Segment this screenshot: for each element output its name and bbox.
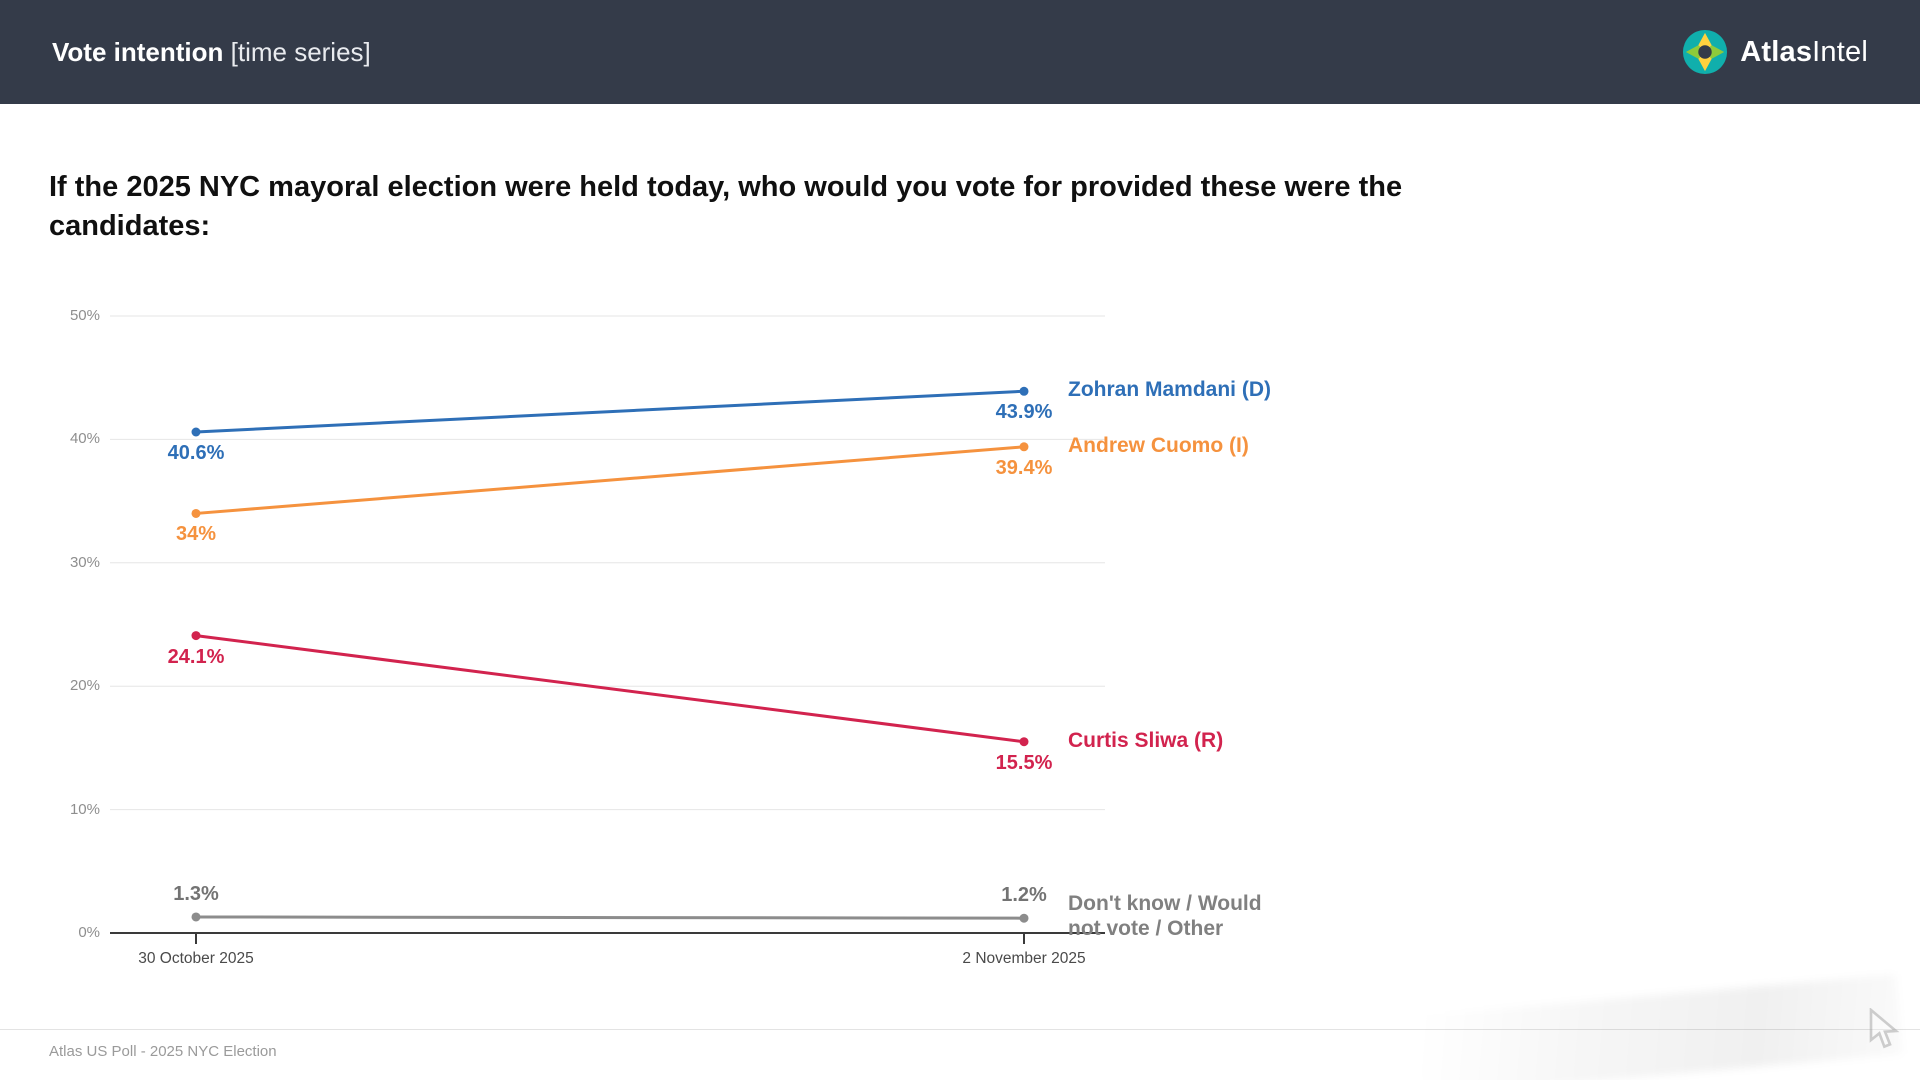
header-bar: Vote intention [time series] AtlasIntel	[0, 0, 1920, 104]
page-title-main: Vote intention	[52, 36, 224, 67]
footer-divider	[0, 1029, 1920, 1030]
y-axis-tick-label: 40%	[69, 430, 100, 448]
series-line-2	[195, 634, 1025, 744]
y-axis-tick-label: 30%	[69, 553, 100, 571]
series-point-1-0	[191, 508, 201, 518]
value-label: 15.5%	[995, 751, 1053, 774]
series-point-0-0	[191, 427, 201, 437]
page-title-suffix: [time series]	[230, 36, 371, 67]
x-axis-tick-label: 30 October 2025	[138, 950, 254, 967]
line-chart: 0% 10% 20% 30% 40% 50% 30 October 2025 2 Novemb…	[0, 240, 1920, 1020]
series-line-1	[195, 445, 1025, 515]
value-label: 43.9%	[995, 401, 1053, 424]
x-axis-tick-label: 2 November 2025	[962, 950, 1086, 967]
series-point-2-0	[191, 631, 201, 641]
value-label: 1.2%	[1001, 884, 1047, 907]
y-axis-tick-label: 0%	[78, 924, 100, 941]
footer-source: Atlas US Poll - 2025 NYC Election	[49, 1043, 277, 1060]
series-line-0	[195, 389, 1025, 434]
series-point-2-1	[1019, 737, 1029, 747]
y-axis-tick-label: 50%	[69, 307, 100, 324]
cursor-icon	[1869, 1008, 1900, 1049]
value-label: 1.3%	[173, 882, 219, 905]
series-name-label: Andrew Cuomo (I)	[1068, 433, 1249, 457]
brand: AtlasIntel	[1682, 29, 1868, 75]
value-label: 34%	[175, 523, 217, 546]
chart-canvas	[110, 315, 1105, 944]
series-point-1-1	[1019, 442, 1029, 452]
y-axis-tick-label: 10%	[69, 800, 100, 818]
series-line-3	[195, 915, 1025, 920]
brand-name-bold: Atlas	[1740, 35, 1813, 68]
series-name-label: Zohran Mamdani (D)	[1068, 378, 1271, 402]
value-label: 40.6%	[167, 441, 225, 464]
question-text: If the 2025 NYC mayoral election were he…	[49, 171, 1403, 243]
series-name-label: Don't know / Would not vote / Other	[1068, 892, 1262, 940]
brand-name: AtlasIntel	[1740, 36, 1868, 69]
series-point-3-1	[1019, 913, 1029, 923]
atlasintel-logo-icon	[1683, 29, 1728, 75]
series-point-0-1	[1019, 386, 1029, 396]
series-point-3-0	[191, 912, 201, 922]
series-name-label: Curtis Sliwa (R)	[1068, 728, 1224, 752]
page-title: Vote intention [time series]	[52, 37, 371, 68]
brand-name-light: Intel	[1812, 35, 1868, 68]
y-axis-tick-label: 20%	[69, 677, 100, 695]
value-label: 39.4%	[995, 456, 1053, 479]
value-label: 24.1%	[167, 645, 225, 668]
